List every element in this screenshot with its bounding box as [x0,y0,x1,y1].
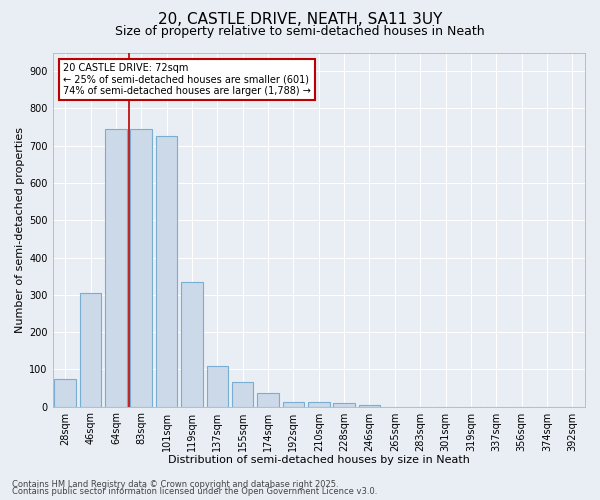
Bar [181,282,203,406]
Y-axis label: Number of semi-detached properties: Number of semi-detached properties [15,126,25,332]
Bar [308,402,329,406]
X-axis label: Distribution of semi-detached houses by size in Neath: Distribution of semi-detached houses by … [168,455,470,465]
Text: Contains HM Land Registry data © Crown copyright and database right 2025.: Contains HM Land Registry data © Crown c… [12,480,338,489]
Text: Size of property relative to semi-detached houses in Neath: Size of property relative to semi-detach… [115,25,485,38]
Text: 20 CASTLE DRIVE: 72sqm
← 25% of semi-detached houses are smaller (601)
74% of se: 20 CASTLE DRIVE: 72sqm ← 25% of semi-det… [63,63,311,96]
Text: Contains public sector information licensed under the Open Government Licence v3: Contains public sector information licen… [12,487,377,496]
Bar [80,293,101,406]
Bar [257,393,279,406]
Bar [359,404,380,406]
Bar [105,129,127,406]
Bar [206,366,228,406]
Bar [283,402,304,406]
Bar [130,129,152,406]
Bar [232,382,253,406]
Bar [334,403,355,406]
Text: 20, CASTLE DRIVE, NEATH, SA11 3UY: 20, CASTLE DRIVE, NEATH, SA11 3UY [158,12,442,28]
Bar [55,378,76,406]
Bar [156,136,178,406]
